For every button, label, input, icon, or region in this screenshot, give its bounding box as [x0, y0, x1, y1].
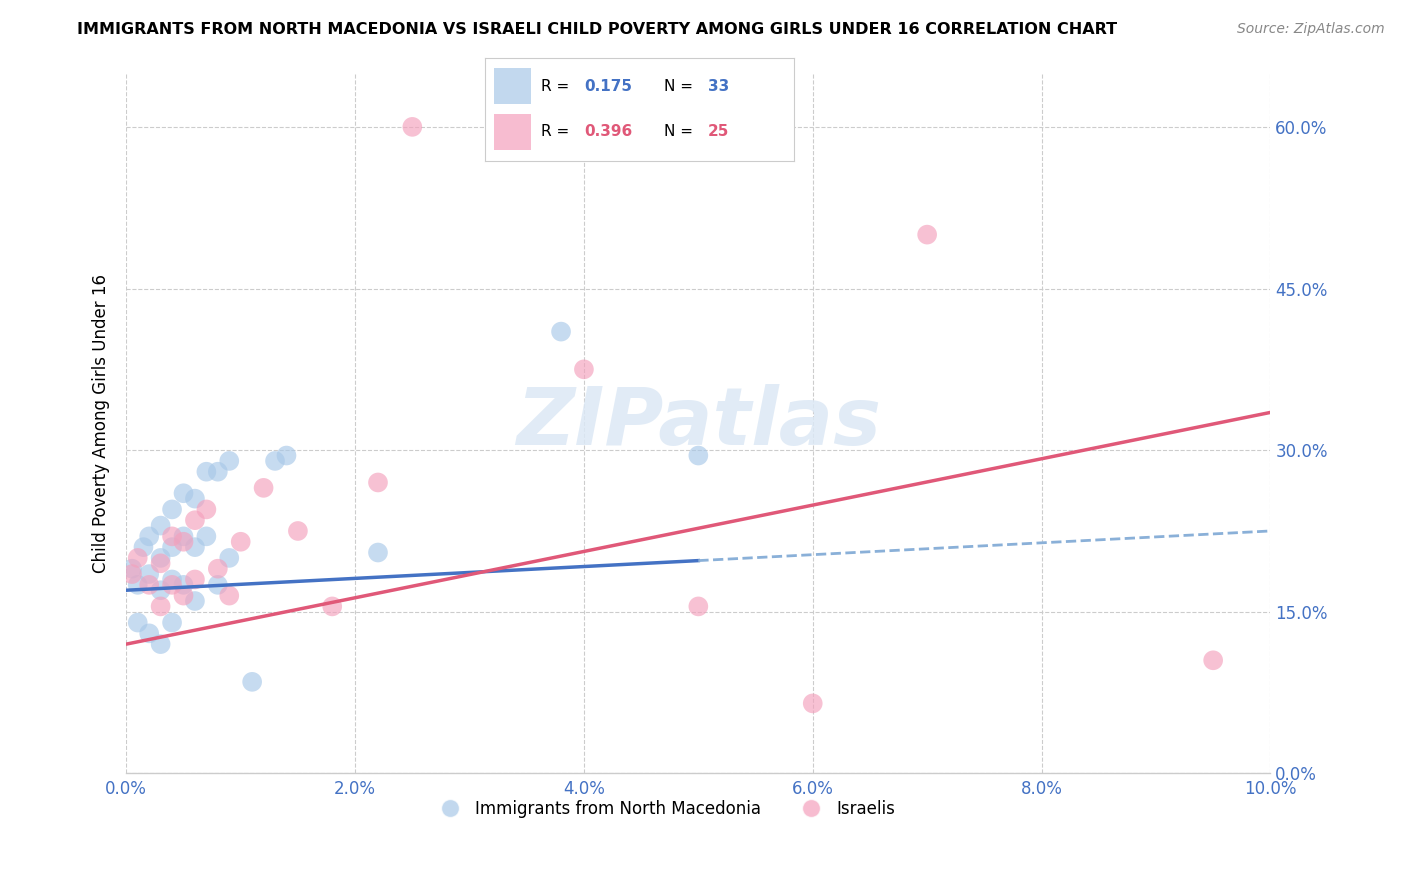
Point — [149, 518, 172, 533]
Point — [915, 227, 938, 242]
Point — [149, 583, 172, 598]
Point — [149, 637, 172, 651]
Point — [218, 454, 240, 468]
Text: 25: 25 — [707, 124, 730, 139]
Y-axis label: Child Poverty Among Girls Under 16: Child Poverty Among Girls Under 16 — [93, 274, 110, 573]
Point — [160, 529, 183, 543]
Point — [184, 540, 207, 554]
Text: R =: R = — [541, 124, 574, 139]
Bar — [495, 114, 531, 150]
Point — [195, 502, 218, 516]
Text: IMMIGRANTS FROM NORTH MACEDONIA VS ISRAELI CHILD POVERTY AMONG GIRLS UNDER 16 CO: IMMIGRANTS FROM NORTH MACEDONIA VS ISRAE… — [77, 22, 1118, 37]
Point — [149, 556, 172, 570]
Point — [207, 578, 229, 592]
Point — [121, 567, 143, 582]
Legend: Immigrants from North Macedonia, Israelis: Immigrants from North Macedonia, Israeli… — [426, 793, 901, 824]
Point — [173, 529, 195, 543]
Point — [138, 578, 160, 592]
Point — [367, 545, 389, 559]
Point — [160, 573, 183, 587]
Bar — [495, 68, 531, 104]
Point — [160, 502, 183, 516]
Point — [160, 540, 183, 554]
Point — [160, 615, 183, 630]
Point — [321, 599, 343, 614]
Point — [138, 529, 160, 543]
Point — [207, 562, 229, 576]
Point — [207, 465, 229, 479]
Point — [132, 540, 155, 554]
Point — [173, 486, 195, 500]
Point — [688, 449, 710, 463]
Point — [401, 120, 423, 134]
Point — [173, 534, 195, 549]
Point — [138, 626, 160, 640]
Point — [218, 589, 240, 603]
Text: 0.396: 0.396 — [583, 124, 633, 139]
Point — [121, 562, 143, 576]
Point — [276, 449, 298, 463]
Point — [264, 454, 287, 468]
Point — [149, 599, 172, 614]
Text: 0.175: 0.175 — [583, 79, 633, 95]
Point — [160, 578, 183, 592]
Point — [184, 513, 207, 527]
Point — [173, 578, 195, 592]
Point — [127, 550, 149, 565]
Point — [173, 589, 195, 603]
Point — [572, 362, 595, 376]
Point — [287, 524, 309, 538]
Point — [252, 481, 274, 495]
Point — [184, 594, 207, 608]
Point — [240, 674, 263, 689]
Text: ZIPatlas: ZIPatlas — [516, 384, 880, 462]
Point — [195, 465, 218, 479]
Text: 33: 33 — [707, 79, 730, 95]
Text: Source: ZipAtlas.com: Source: ZipAtlas.com — [1237, 22, 1385, 37]
Point — [138, 567, 160, 582]
Point — [149, 550, 172, 565]
Point — [1202, 653, 1225, 667]
Point — [688, 599, 710, 614]
Point — [184, 573, 207, 587]
Point — [229, 534, 252, 549]
Point — [127, 615, 149, 630]
Text: N =: N = — [665, 79, 699, 95]
Point — [195, 529, 218, 543]
Text: R =: R = — [541, 79, 574, 95]
Point — [550, 325, 572, 339]
Point — [367, 475, 389, 490]
Point — [184, 491, 207, 506]
Point — [127, 578, 149, 592]
Point — [801, 697, 824, 711]
Text: N =: N = — [665, 124, 699, 139]
Point — [218, 550, 240, 565]
